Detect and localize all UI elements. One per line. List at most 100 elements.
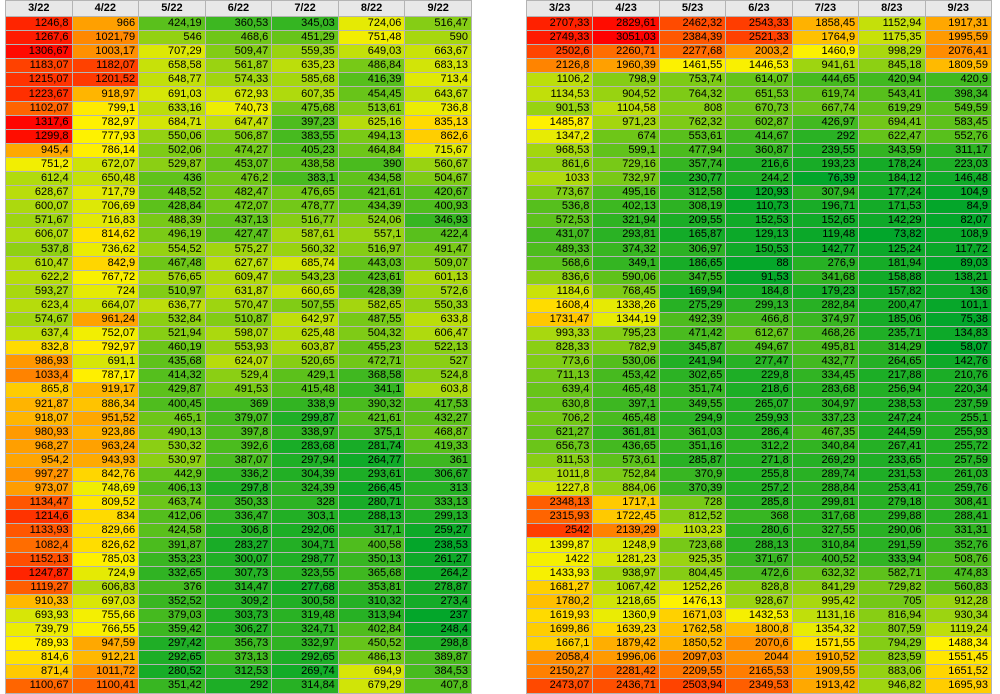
table-cell[interactable]: 2281,42 [592, 664, 660, 680]
table-cell[interactable]: 338,9 [271, 396, 339, 412]
table-cell[interactable]: 150,53 [725, 241, 793, 257]
table-cell[interactable]: 683,13 [404, 58, 472, 74]
table-cell[interactable]: 606,47 [404, 326, 472, 342]
table-cell[interactable]: 152,53 [725, 213, 793, 229]
table-cell[interactable]: 120,93 [725, 185, 793, 201]
table-cell[interactable]: 361,81 [592, 424, 660, 440]
table-cell[interactable]: 693,93 [5, 607, 73, 624]
table-cell[interactable]: 2139,29 [592, 523, 660, 539]
table-cell[interactable]: 474,27 [204, 142, 273, 158]
table-cell[interactable]: 299,87 [271, 410, 339, 426]
table-cell[interactable]: 804,45 [658, 565, 727, 581]
table-cell[interactable]: 210,76 [924, 368, 993, 384]
table-cell[interactable]: 421,61 [337, 185, 406, 201]
table-cell[interactable]: 76,39 [791, 171, 860, 187]
table-cell[interactable]: 453,07 [204, 156, 273, 173]
table-cell[interactable]: 945,4 [5, 142, 73, 158]
table-cell[interactable]: 494,67 [725, 340, 793, 356]
table-cell[interactable]: 622,2 [5, 269, 73, 285]
table-cell[interactable]: 238,53 [404, 537, 472, 553]
table-cell[interactable]: 288,84 [791, 481, 860, 497]
table-cell[interactable]: 504,67 [404, 171, 472, 187]
table-cell[interactable]: 265,07 [725, 396, 793, 412]
table-cell[interactable]: 264,65 [858, 354, 926, 370]
table-cell[interactable]: 684,71 [138, 114, 206, 130]
table-cell[interactable]: 297,42 [138, 636, 206, 652]
table-cell[interactable]: 1996,06 [592, 650, 660, 666]
table-cell[interactable]: 476,65 [271, 185, 339, 201]
table-cell[interactable]: 748,69 [71, 481, 140, 497]
table-cell[interactable]: 142,76 [924, 354, 993, 370]
table-cell[interactable]: 724,06 [337, 15, 406, 32]
table-cell[interactable]: 310,32 [337, 593, 406, 609]
table-cell[interactable]: 181,94 [858, 255, 926, 271]
table-cell[interactable]: 1360,9 [592, 607, 660, 624]
table-cell[interactable]: 432,77 [791, 354, 860, 370]
table-cell[interactable]: 337,23 [791, 410, 860, 426]
table-cell[interactable]: 303,73 [204, 607, 273, 624]
table-cell[interactable]: 312,53 [204, 664, 273, 680]
table-cell[interactable]: 1184,6 [525, 283, 594, 299]
table-cell[interactable]: 807,59 [858, 622, 926, 638]
table-cell[interactable]: 550,06 [138, 128, 206, 144]
table-cell[interactable]: 146,48 [924, 171, 993, 187]
table-cell[interactable]: 1003,17 [71, 44, 140, 60]
table-cell[interactable]: 753,74 [658, 72, 727, 88]
table-cell[interactable]: 513,61 [337, 100, 406, 116]
table-cell[interactable]: 58,07 [924, 340, 993, 356]
table-cell[interactable]: 285,87 [658, 452, 727, 469]
table-cell[interactable]: 1917,31 [924, 15, 993, 32]
table-cell[interactable]: 912,21 [71, 650, 140, 666]
table-cell[interactable]: 308,19 [658, 199, 727, 215]
table-cell[interactable]: 486,84 [337, 58, 406, 74]
table-cell[interactable]: 2097,03 [658, 650, 727, 666]
table-cell[interactable]: 582,65 [337, 297, 406, 313]
table-cell[interactable]: 185,06 [858, 311, 926, 328]
table-cell[interactable]: 353,23 [138, 551, 206, 567]
table-cell[interactable]: 292 [791, 128, 860, 144]
table-cell[interactable]: 277,68 [271, 579, 339, 595]
table-cell[interactable]: 290,06 [858, 523, 926, 539]
table-cell[interactable]: 313 [404, 481, 472, 497]
table-cell[interactable]: 739,79 [5, 622, 73, 638]
table-cell[interactable]: 715,67 [404, 142, 472, 158]
table-cell[interactable]: 237,59 [924, 396, 993, 412]
table-cell[interactable]: 465,1 [138, 410, 206, 426]
table-cell[interactable]: 434,39 [337, 199, 406, 215]
table-cell[interactable]: 1306,67 [5, 44, 73, 60]
table-cell[interactable]: 574,33 [204, 72, 273, 88]
table-cell[interactable]: 298,77 [271, 551, 339, 567]
table-cell[interactable]: 259,27 [404, 523, 472, 539]
table-cell[interactable]: 1182,07 [71, 58, 140, 74]
table-cell[interactable]: 306,97 [658, 241, 727, 257]
table-cell[interactable]: 142,77 [791, 241, 860, 257]
table-cell[interactable]: 304,97 [791, 396, 860, 412]
table-cell[interactable]: 299,88 [858, 509, 926, 525]
table-cell[interactable]: 324,71 [271, 622, 339, 638]
table-cell[interactable]: 943,93 [71, 452, 140, 469]
table-cell[interactable]: 431,07 [525, 227, 594, 243]
table-cell[interactable]: 2076,41 [924, 44, 993, 60]
table-cell[interactable]: 306,27 [204, 622, 273, 638]
table-cell[interactable]: 627,67 [204, 255, 273, 271]
column-header[interactable]: 9/22 [404, 0, 472, 17]
table-cell[interactable]: 637,4 [5, 326, 73, 342]
table-cell[interactable]: 438,58 [271, 156, 339, 173]
table-cell[interactable]: 828,33 [525, 340, 594, 356]
table-cell[interactable]: 2003,2 [725, 44, 793, 60]
table-cell[interactable]: 453,42 [592, 368, 660, 384]
table-cell[interactable]: 560,32 [271, 241, 339, 257]
table-cell[interactable]: 694,9 [337, 664, 406, 680]
table-cell[interactable]: 280,6 [725, 523, 793, 539]
table-cell[interactable]: 2502,6 [525, 44, 594, 60]
table-cell[interactable]: 609,47 [204, 269, 273, 285]
table-cell[interactable]: 2315,93 [525, 509, 594, 525]
table-cell[interactable]: 521,94 [138, 326, 206, 342]
table-cell[interactable]: 2209,55 [658, 664, 727, 680]
table-cell[interactable]: 910,33 [5, 593, 73, 609]
table-cell[interactable]: 631,87 [204, 283, 273, 299]
table-cell[interactable]: 836,6 [525, 269, 594, 285]
table-cell[interactable]: 941,61 [791, 58, 860, 74]
table-cell[interactable]: 390,32 [337, 396, 406, 412]
table-cell[interactable]: 73,82 [858, 227, 926, 243]
